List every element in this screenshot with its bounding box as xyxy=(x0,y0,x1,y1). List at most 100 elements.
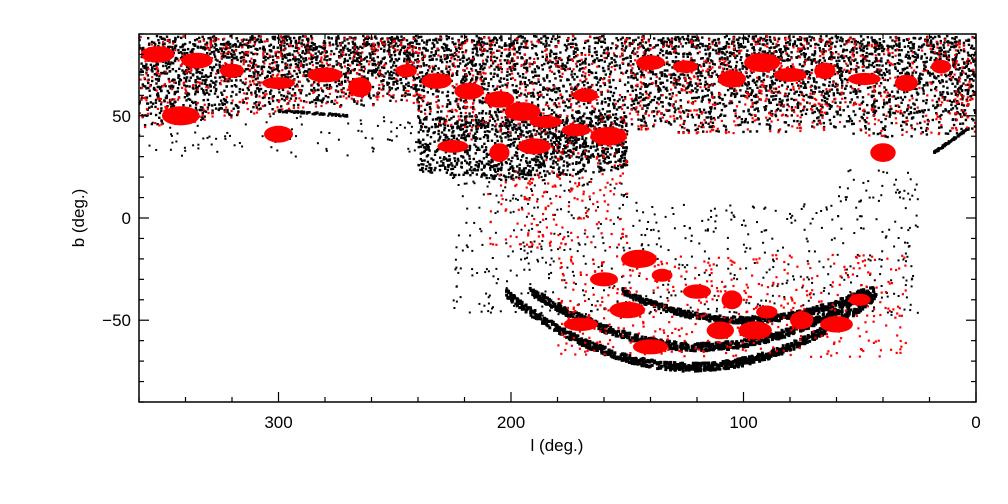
data-point xyxy=(584,41,587,44)
data-point xyxy=(962,104,966,107)
data-point xyxy=(956,80,959,83)
data-point xyxy=(428,38,431,42)
data-point xyxy=(372,70,375,74)
data-point xyxy=(445,35,448,38)
data-point xyxy=(880,57,883,60)
data-point xyxy=(770,52,773,55)
data-point xyxy=(381,43,385,46)
data-point xyxy=(919,36,922,40)
data-point xyxy=(449,53,452,57)
data-point xyxy=(609,73,612,76)
data-point xyxy=(499,62,503,66)
data-point xyxy=(200,109,204,112)
data-point xyxy=(524,46,527,49)
data-point xyxy=(482,68,485,71)
data-point xyxy=(486,42,489,45)
data-point xyxy=(574,51,577,54)
data-point xyxy=(186,52,189,55)
data-point xyxy=(957,102,960,105)
data-point xyxy=(246,54,250,57)
data-point xyxy=(879,132,882,135)
data-point xyxy=(172,62,175,65)
data-point xyxy=(663,40,666,43)
data-point xyxy=(642,104,646,107)
data-point xyxy=(862,113,866,116)
data-point xyxy=(957,63,960,66)
data-point xyxy=(396,35,399,38)
data-point xyxy=(704,76,707,80)
data-point xyxy=(812,37,815,40)
data-point xyxy=(964,79,967,82)
data-point xyxy=(447,99,450,102)
data-point xyxy=(833,72,836,76)
data-point xyxy=(659,71,662,74)
data-point xyxy=(432,45,436,49)
data-point xyxy=(970,78,973,81)
data-point xyxy=(388,72,391,75)
data-point xyxy=(389,60,392,63)
data-point xyxy=(335,63,338,66)
data-point xyxy=(451,41,454,44)
data-point xyxy=(693,96,696,100)
data-point xyxy=(622,111,626,114)
data-point xyxy=(783,59,786,62)
data-point xyxy=(733,88,736,91)
data-point xyxy=(824,44,827,47)
data-point xyxy=(627,76,630,79)
data-point xyxy=(601,100,604,103)
data-point xyxy=(723,36,727,39)
data-point xyxy=(392,38,395,42)
data-point xyxy=(408,60,411,63)
data-point xyxy=(793,98,796,102)
data-point xyxy=(633,47,636,50)
data-point xyxy=(384,72,387,75)
data-point xyxy=(257,35,261,38)
data-point xyxy=(636,102,640,105)
data-point xyxy=(379,73,383,76)
data-point xyxy=(280,40,283,43)
data-point xyxy=(931,118,934,122)
data-point xyxy=(630,104,633,107)
data-point xyxy=(699,42,702,45)
data-point xyxy=(565,45,568,48)
data-point xyxy=(271,70,274,73)
data-point xyxy=(174,81,177,84)
data-point xyxy=(371,58,374,62)
data-point xyxy=(724,47,727,50)
data-point xyxy=(493,43,496,47)
data-point xyxy=(382,57,385,60)
data-point xyxy=(177,74,181,78)
data-point xyxy=(639,92,642,95)
data-point xyxy=(488,119,491,122)
data-point xyxy=(276,46,279,49)
data-point xyxy=(701,74,704,78)
data-point xyxy=(818,37,822,41)
data-point xyxy=(276,66,279,69)
data-point xyxy=(640,124,643,127)
data-point xyxy=(838,59,841,62)
data-point xyxy=(239,42,242,45)
data-point xyxy=(662,37,665,40)
data-point xyxy=(339,64,342,67)
data-point xyxy=(748,74,752,78)
data-point xyxy=(294,97,298,100)
data-point xyxy=(751,46,754,50)
data-point xyxy=(458,107,461,110)
data-point xyxy=(737,38,740,41)
data-point xyxy=(645,48,648,52)
data-point xyxy=(553,111,556,114)
data-point xyxy=(445,57,448,60)
data-point xyxy=(554,77,557,80)
data-point xyxy=(763,37,766,41)
data-point xyxy=(860,48,864,51)
data-point xyxy=(583,84,586,87)
data-point xyxy=(683,119,686,123)
data-point xyxy=(280,94,283,97)
data-point xyxy=(966,51,970,54)
data-point xyxy=(951,107,955,110)
data-point xyxy=(916,93,919,96)
data-point xyxy=(523,82,527,86)
data-point xyxy=(967,54,970,57)
data-point xyxy=(897,105,901,108)
data-point xyxy=(421,58,425,62)
